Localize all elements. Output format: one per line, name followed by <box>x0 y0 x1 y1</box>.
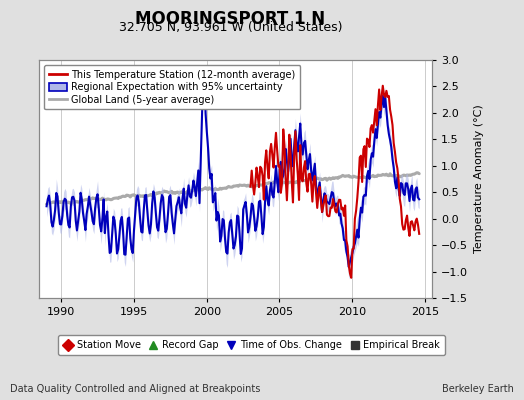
Text: Data Quality Controlled and Aligned at Breakpoints: Data Quality Controlled and Aligned at B… <box>10 384 261 394</box>
Legend: This Temperature Station (12-month average), Regional Expectation with 95% uncer: This Temperature Station (12-month avera… <box>44 65 300 110</box>
Text: MOORINGSPORT 1 N: MOORINGSPORT 1 N <box>136 10 325 28</box>
Text: Berkeley Earth: Berkeley Earth <box>442 384 514 394</box>
Text: 32.705 N, 93.961 W (United States): 32.705 N, 93.961 W (United States) <box>119 21 342 34</box>
Legend: Station Move, Record Gap, Time of Obs. Change, Empirical Break: Station Move, Record Gap, Time of Obs. C… <box>58 335 445 355</box>
Y-axis label: Temperature Anomaly (°C): Temperature Anomaly (°C) <box>474 105 484 253</box>
